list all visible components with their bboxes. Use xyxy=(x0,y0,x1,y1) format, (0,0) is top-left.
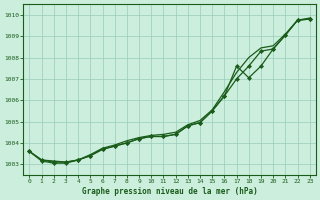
X-axis label: Graphe pression niveau de la mer (hPa): Graphe pression niveau de la mer (hPa) xyxy=(82,187,258,196)
